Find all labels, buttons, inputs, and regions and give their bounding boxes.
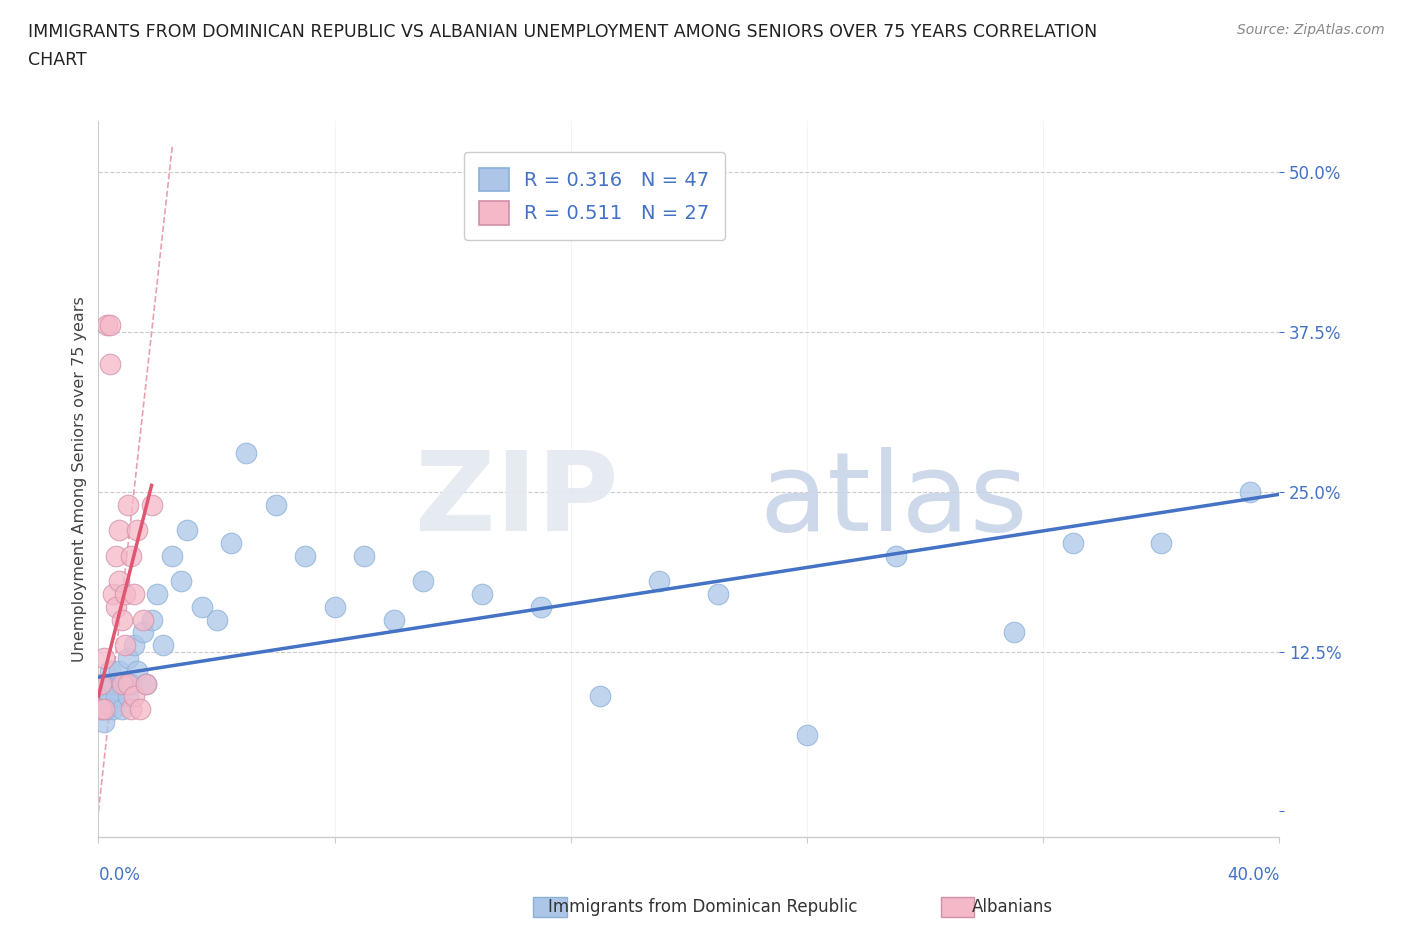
Point — [103, 676, 125, 691]
Text: 0.0%: 0.0% — [98, 866, 141, 884]
Point — [135, 676, 157, 691]
Point — [93, 702, 115, 717]
Point — [105, 600, 128, 615]
Point — [141, 498, 163, 512]
Point — [128, 702, 150, 717]
Point — [235, 445, 257, 460]
Point — [648, 574, 671, 589]
Point — [114, 587, 136, 602]
Text: Albanians: Albanians — [972, 897, 1053, 916]
Point — [170, 574, 193, 589]
Point — [264, 498, 287, 512]
Point — [122, 689, 145, 704]
Point — [1239, 485, 1261, 499]
Point — [117, 498, 139, 512]
Point — [120, 702, 142, 717]
Text: Immigrants from Dominican Republic: Immigrants from Dominican Republic — [548, 897, 858, 916]
Point — [111, 676, 134, 691]
Point — [412, 574, 434, 589]
Y-axis label: Unemployment Among Seniors over 75 years: Unemployment Among Seniors over 75 years — [72, 296, 87, 662]
Point — [105, 689, 128, 704]
Point — [93, 651, 115, 666]
Point — [125, 663, 148, 678]
Point — [323, 600, 346, 615]
Legend: R = 0.316   N = 47, R = 0.511   N = 27: R = 0.316 N = 47, R = 0.511 N = 27 — [464, 153, 725, 240]
Text: ZIP: ZIP — [415, 447, 619, 554]
Point — [93, 714, 115, 729]
Point — [589, 689, 612, 704]
Point — [132, 612, 155, 627]
Point — [114, 676, 136, 691]
Point — [108, 663, 131, 678]
Point — [176, 523, 198, 538]
Point — [90, 676, 112, 691]
Point — [117, 689, 139, 704]
Point — [117, 651, 139, 666]
Point — [120, 676, 142, 691]
Point — [1062, 536, 1084, 551]
Point — [122, 638, 145, 653]
Text: Source: ZipAtlas.com: Source: ZipAtlas.com — [1237, 23, 1385, 37]
Point — [884, 549, 907, 564]
Point — [96, 676, 118, 691]
Point — [111, 702, 134, 717]
Point — [135, 676, 157, 691]
Point — [221, 536, 243, 551]
Point — [108, 523, 131, 538]
Point — [471, 587, 494, 602]
Point — [98, 689, 121, 704]
Point — [114, 638, 136, 653]
Text: atlas: atlas — [759, 447, 1028, 554]
Point — [122, 587, 145, 602]
Text: IMMIGRANTS FROM DOMINICAN REPUBLIC VS ALBANIAN UNEMPLOYMENT AMONG SENIORS OVER 7: IMMIGRANTS FROM DOMINICAN REPUBLIC VS AL… — [28, 23, 1097, 41]
Point — [108, 574, 131, 589]
Text: CHART: CHART — [28, 51, 87, 69]
Point — [98, 663, 121, 678]
Point — [132, 625, 155, 640]
Point — [96, 318, 118, 333]
Point — [105, 549, 128, 564]
Point — [96, 702, 118, 717]
Point — [294, 549, 316, 564]
Text: 40.0%: 40.0% — [1227, 866, 1279, 884]
Point — [162, 549, 183, 564]
Point — [125, 523, 148, 538]
Point — [93, 689, 115, 704]
Point — [530, 600, 553, 615]
Point — [796, 727, 818, 742]
Point — [146, 587, 169, 602]
Point — [191, 600, 214, 615]
Point — [111, 612, 134, 627]
Point — [382, 612, 405, 627]
Point — [103, 587, 125, 602]
Point — [103, 702, 125, 717]
Point — [707, 587, 730, 602]
Point — [120, 549, 142, 564]
Point — [98, 318, 121, 333]
Point — [205, 612, 228, 627]
Point — [353, 549, 375, 564]
Point — [1002, 625, 1025, 640]
Point — [117, 676, 139, 691]
Point — [152, 638, 174, 653]
Point — [141, 612, 163, 627]
Point — [90, 702, 112, 717]
Point — [1150, 536, 1173, 551]
Point — [98, 356, 121, 371]
Point — [90, 702, 112, 717]
